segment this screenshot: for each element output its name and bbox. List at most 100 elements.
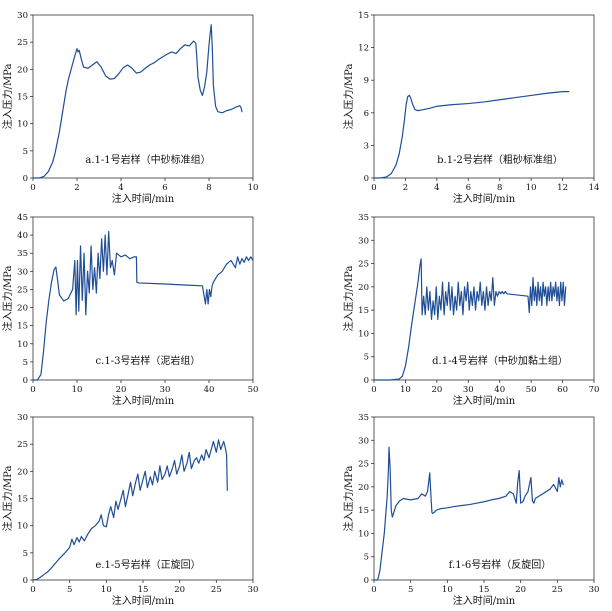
y-tick-label: 25: [358, 460, 369, 470]
x-tick-label: 40: [204, 385, 215, 395]
x-tick-label: 50: [526, 385, 537, 395]
y-tick-label: 20: [17, 304, 28, 314]
x-axis-label: 注入时间/min: [112, 394, 175, 407]
y-tick-label: 10: [358, 529, 369, 539]
x-tick-label: 6: [162, 183, 167, 193]
x-tick-label: 20: [174, 585, 185, 595]
series-line: [373, 446, 564, 581]
y-tick-label: 15: [17, 93, 28, 103]
x-axis-label: 注入时间/min: [453, 394, 516, 407]
y-tick-label: 20: [358, 283, 369, 293]
x-tick-label: 14: [589, 183, 600, 193]
panel-a: 0 2 4 6 8 10 0 5 10 15 20 25 30 注入时间/min 注入压力/MPa a.1-1…: [1, 11, 258, 205]
series-line: [32, 439, 228, 581]
y-tick-label: 15: [358, 506, 369, 516]
y-tick-label: 0: [23, 576, 28, 586]
x-tick-label: 10: [101, 585, 112, 595]
y-tick-label: 35: [358, 413, 369, 423]
y-tick-label: 0: [364, 376, 369, 386]
x-tick-label: 5: [67, 585, 72, 595]
x-tick-label: 40: [494, 385, 505, 395]
x-tick-label: 10: [442, 585, 453, 595]
x-tick-label: 30: [248, 585, 259, 595]
y-tick-label: 0: [23, 174, 28, 184]
y-axis-label: 注入压力/MPa: [1, 64, 14, 130]
plot-frame: [32, 416, 254, 581]
series-line: [373, 91, 570, 179]
x-tick-label: 2: [403, 183, 408, 193]
x-tick-label: 0: [30, 183, 35, 193]
x-tick-label: 25: [552, 585, 563, 595]
y-tick-label: 30: [358, 236, 369, 246]
y-tick-label: 3: [364, 141, 369, 151]
panel-b: 0 2 4 6 8 10 12 14 0 3 6 9 12 15 注入时间/min 注入压力/MPa b.1-2…: [342, 11, 599, 205]
y-tick-label: 25: [17, 440, 28, 450]
y-tick-label: 25: [17, 285, 28, 295]
x-tick-label: 4: [118, 183, 123, 193]
panel-c: 0 10 20 30 40 50 0 5 10 15 20 25 30 35 40 45 注入时间/min 注入压…: [1, 213, 258, 407]
x-tick-label: 15: [479, 585, 490, 595]
y-tick-label: 0: [364, 174, 369, 184]
x-tick-label: 20: [515, 585, 526, 595]
x-tick-label: 30: [463, 385, 474, 395]
panel-caption: c.1-3号岩样（泥岩组）: [96, 354, 201, 367]
panel-caption: a.1-1号岩样（中砂标准组）: [85, 153, 210, 166]
x-tick-label: 0: [371, 183, 376, 193]
y-tick-label: 30: [358, 436, 369, 446]
x-tick-label: 50: [248, 385, 259, 395]
y-tick-label: 5: [23, 358, 28, 368]
y-tick-label: 10: [17, 522, 28, 532]
x-tick-label: 25: [211, 585, 222, 595]
x-tick-label: 0: [30, 585, 35, 595]
y-tick-label: 12: [358, 44, 369, 54]
y-tick-label: 30: [17, 413, 28, 423]
x-axis-label: 注入时间/min: [112, 594, 175, 607]
plot-frame: [32, 216, 254, 381]
x-tick-label: 30: [160, 385, 171, 395]
panel-caption: d.1-4号岩样（中砂加黏土组）: [432, 354, 568, 367]
y-tick-label: 15: [17, 322, 28, 332]
x-tick-label: 12: [557, 183, 568, 193]
y-tick-label: 0: [23, 376, 28, 386]
plot-frame: [373, 416, 595, 581]
x-tick-label: 30: [589, 585, 600, 595]
panel-e: 0 5 10 15 20 25 30 0 5 10 15 20 25 30 注入时间/min 注入压力/MPa…: [1, 413, 258, 607]
y-axis-label: 注入压力/MPa: [342, 64, 355, 130]
x-tick-label: 6: [466, 183, 471, 193]
x-tick-label: 10: [400, 385, 411, 395]
plot-frame: [373, 14, 595, 179]
y-tick-label: 5: [364, 353, 369, 363]
x-tick-label: 8: [497, 183, 502, 193]
series-line: [32, 24, 243, 179]
x-tick-label: 10: [248, 183, 259, 193]
y-tick-label: 5: [364, 553, 369, 563]
x-axis-label: 注入时间/min: [453, 594, 516, 607]
x-tick-label: 0: [30, 385, 35, 395]
x-tick-label: 4: [434, 183, 439, 193]
y-tick-label: 20: [358, 483, 369, 493]
y-tick-label: 20: [17, 467, 28, 477]
y-tick-label: 6: [364, 109, 369, 119]
plot-frame: [32, 14, 254, 179]
x-tick-label: 10: [72, 385, 83, 395]
x-tick-label: 20: [431, 385, 442, 395]
y-tick-label: 15: [17, 495, 28, 505]
panel-f: 0 5 10 15 20 25 30 0 5 10 15 20 25 30 35 注入时间/min 注入压力/M…: [342, 413, 599, 607]
y-tick-label: 9: [364, 76, 369, 86]
y-tick-label: 10: [358, 329, 369, 339]
y-tick-label: 35: [17, 249, 28, 259]
x-axis-label: 注入时间/min: [112, 192, 175, 205]
y-tick-label: 5: [23, 147, 28, 157]
y-tick-label: 15: [358, 306, 369, 316]
y-tick-label: 30: [17, 11, 28, 21]
x-tick-label: 0: [371, 585, 376, 595]
panel-caption: e.1-5号岩样（正旋回）: [95, 558, 200, 571]
x-tick-label: 15: [138, 585, 149, 595]
y-tick-label: 25: [17, 38, 28, 48]
series-line: [373, 258, 567, 381]
y-tick-label: 15: [358, 11, 369, 21]
x-tick-label: 8: [206, 183, 211, 193]
x-tick-label: 5: [408, 585, 413, 595]
y-tick-label: 30: [17, 267, 28, 277]
